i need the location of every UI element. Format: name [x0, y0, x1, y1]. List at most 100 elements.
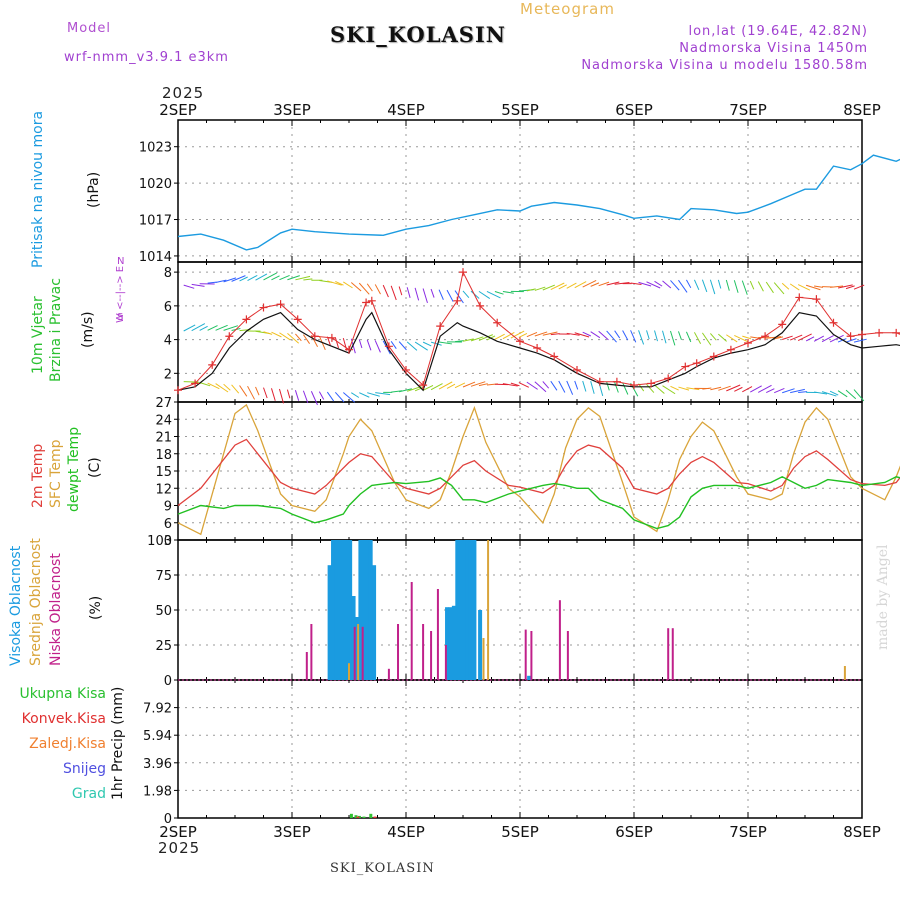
wind-gust-marker [225, 332, 234, 341]
wind-arrow [183, 324, 196, 332]
wind-arrow [382, 284, 389, 298]
model-label: Model [67, 21, 112, 36]
cloud-bar [478, 610, 483, 680]
wind-gust-marker [191, 379, 200, 388]
cloud-bar [410, 582, 413, 680]
wind-arrow [366, 339, 372, 351]
wind-arrow [718, 385, 731, 391]
wind-gust-marker [875, 328, 884, 337]
wind-arrow [510, 382, 520, 387]
wind-arrow [718, 333, 727, 342]
wind-arrow [774, 388, 785, 394]
wind-arrow [215, 324, 228, 331]
wind-arrow [677, 331, 682, 341]
wind-arrow [278, 388, 284, 404]
wind-arrow [414, 341, 428, 351]
wind-arrow [414, 287, 420, 301]
wind-arrow [774, 336, 784, 340]
temp-dew-line [177, 476, 900, 530]
wind-arrow [478, 334, 493, 341]
temp-2m-line [177, 438, 900, 507]
y-tick-label: 25 [155, 639, 172, 654]
y-tick-label: 6 [164, 517, 172, 532]
wind-arrow [478, 290, 491, 300]
y-tick-label: 0 [164, 674, 172, 689]
wind-arrow [630, 282, 642, 285]
model-name: wrf-nmm_v3.9.1 e3km [64, 50, 229, 65]
wind-gust-marker [795, 293, 804, 302]
x-day-label-top: 2SEP [159, 101, 197, 119]
wind-arrow [343, 281, 353, 289]
wind-arrow [773, 282, 785, 295]
wind-arrow [526, 288, 536, 292]
wind-arrow [693, 279, 700, 291]
cloud-bar [430, 631, 433, 680]
wind-arrow [247, 385, 256, 400]
cloud-bar [472, 540, 477, 680]
wind-gust-marker [453, 296, 462, 305]
cloud-bar [305, 652, 308, 680]
wind-arrow [814, 391, 828, 395]
wind-arrow [741, 280, 748, 295]
x-day-label-bottom: 2SEP [159, 823, 197, 841]
wind-arrow [717, 279, 722, 289]
wind-gust-marker [419, 381, 428, 390]
cloud-bar [358, 540, 363, 680]
cloud-bar [387, 668, 390, 680]
precip-bar [354, 815, 358, 818]
wind-arrow [749, 280, 755, 290]
wind-arrow [287, 275, 300, 281]
wind-arrow [358, 282, 370, 295]
wind-arrow [710, 333, 717, 341]
wind-arrow [454, 290, 464, 304]
wind-arrow [247, 274, 258, 281]
wind-arrow [263, 272, 277, 281]
cloud-bar [465, 540, 470, 680]
wind-arrow [789, 334, 803, 341]
wind-arrow [462, 381, 476, 388]
wind-arrow [271, 331, 282, 338]
y-tick-label: 1017 [139, 214, 172, 229]
wind-gust-marker [829, 318, 838, 327]
wind-arrow [797, 284, 811, 291]
x-day-label-top: 8SEP [843, 101, 881, 119]
wind-arrow [502, 383, 518, 387]
wind-gust-marker [812, 295, 821, 304]
wind-arrow [462, 290, 470, 299]
wind-arrow [758, 384, 772, 393]
wind-arrow [271, 275, 280, 281]
wind-gust-marker [681, 362, 690, 371]
y-tick-label: 21 [155, 431, 172, 446]
precip-bar [357, 815, 361, 818]
wind-arrow [318, 391, 325, 400]
wind-gust-marker [327, 333, 336, 342]
wind-arrow [558, 284, 567, 290]
wind-gust-marker [436, 322, 445, 331]
wind-gust-marker [647, 379, 656, 388]
wind-arrow [462, 338, 474, 342]
wind-arrow [574, 281, 587, 289]
wind-arrow [374, 284, 381, 295]
wind-arrow [390, 341, 397, 349]
precip-label-conv: Konvek.Kisa [21, 711, 106, 727]
panel-frame [177, 679, 863, 819]
wind-gust-marker [709, 352, 718, 361]
wind-arrow [646, 383, 655, 393]
wind-arrow [542, 284, 556, 291]
wind-arrow [295, 333, 302, 342]
wind-arrow [303, 278, 313, 281]
wind-arrow [255, 273, 268, 281]
wind-arrow [797, 333, 812, 341]
y-tick-label: 9 [164, 500, 172, 515]
wind-arrow [470, 381, 486, 387]
wind-arrow [502, 290, 514, 294]
wind-arrow [646, 330, 650, 340]
cloud-bar [462, 540, 467, 680]
wind-arrow [255, 386, 260, 396]
wind-arrow [726, 384, 741, 392]
wind-arrow [534, 286, 546, 291]
wind-arrow [685, 331, 692, 343]
wind-arrow [398, 341, 407, 351]
wind-arrow [271, 388, 276, 401]
